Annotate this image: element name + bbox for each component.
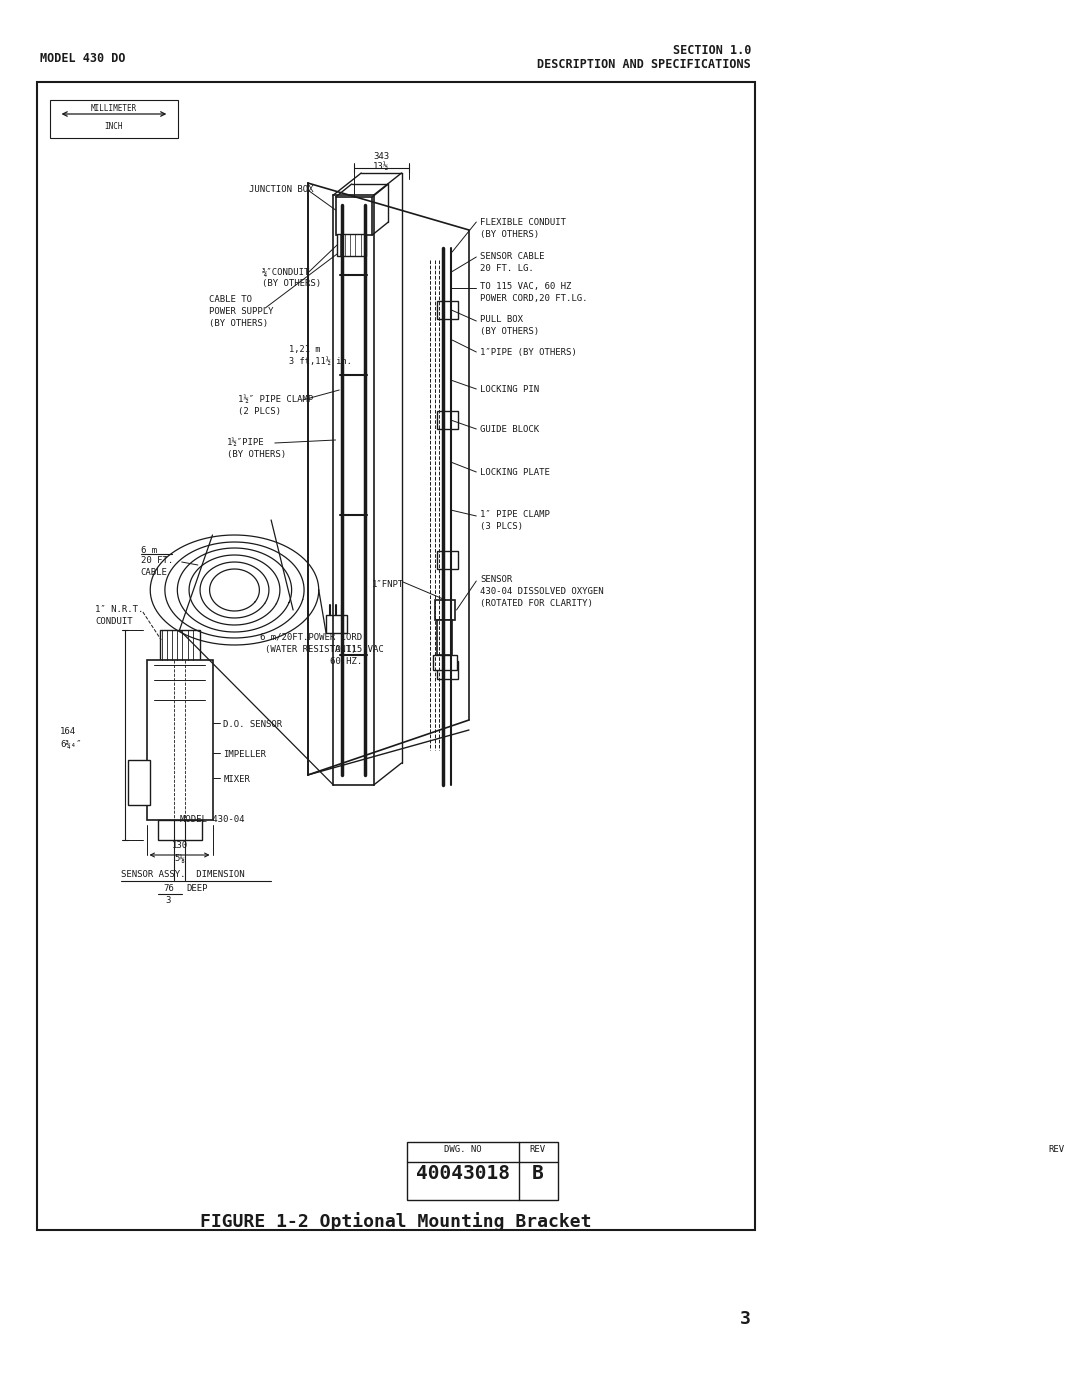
Text: MIXER: MIXER <box>224 775 251 784</box>
Text: 20 FT.: 20 FT. <box>140 556 173 564</box>
Text: 3: 3 <box>740 1310 751 1329</box>
Text: 6 m: 6 m <box>140 546 157 555</box>
Text: CONDUIT: CONDUIT <box>95 617 133 626</box>
Text: GUIDE BLOCK: GUIDE BLOCK <box>480 425 539 434</box>
Text: (3 PLCS): (3 PLCS) <box>480 522 523 531</box>
Text: 1″FNPT: 1″FNPT <box>373 580 405 590</box>
Text: FIGURE 1-2 Optional Mounting Bracket: FIGURE 1-2 Optional Mounting Bracket <box>200 1213 592 1231</box>
Text: 343: 343 <box>373 152 389 161</box>
Text: MODEL 430 DO: MODEL 430 DO <box>40 52 125 66</box>
Bar <box>434 599 455 620</box>
Text: TO 115 VAC, 60 HZ: TO 115 VAC, 60 HZ <box>480 282 571 291</box>
Text: INCH: INCH <box>105 122 123 131</box>
Text: LOCKING PIN: LOCKING PIN <box>480 386 539 394</box>
Text: 60 HZ.: 60 HZ. <box>329 657 362 666</box>
Text: (BY OTHERS): (BY OTHERS) <box>480 327 539 337</box>
Text: 13½: 13½ <box>373 162 389 170</box>
Text: MILLIMETER: MILLIMETER <box>91 103 137 113</box>
Text: B: B <box>532 1164 543 1183</box>
Bar <box>337 235 366 256</box>
Text: 5⅛: 5⅛ <box>174 854 185 862</box>
Bar <box>158 820 202 840</box>
Bar <box>160 630 200 659</box>
Text: 1″ PIPE CLAMP: 1″ PIPE CLAMP <box>480 510 550 520</box>
Text: 1″PIPE (BY OTHERS): 1″PIPE (BY OTHERS) <box>480 348 577 358</box>
Text: ¾″CONDUIT: ¾″CONDUIT <box>262 267 311 277</box>
Bar <box>129 760 150 805</box>
Text: 6¾₄″: 6¾₄″ <box>60 739 82 747</box>
Bar <box>407 1141 557 1200</box>
Text: IMPELLER: IMPELLER <box>224 750 267 759</box>
Text: 130: 130 <box>172 841 188 849</box>
Bar <box>50 101 178 138</box>
Text: POWER CORD,20 FT.LG.: POWER CORD,20 FT.LG. <box>480 293 588 303</box>
Text: (BY OTHERS): (BY OTHERS) <box>208 319 268 328</box>
Text: (BY OTHERS): (BY OTHERS) <box>480 231 539 239</box>
Bar <box>437 300 458 319</box>
Text: D.O. SENSOR: D.O. SENSOR <box>224 719 283 729</box>
Text: TO 115 VAC: TO 115 VAC <box>329 645 383 654</box>
Text: 1″ N.R.T.: 1″ N.R.T. <box>95 605 144 615</box>
Text: PULL BOX: PULL BOX <box>480 314 523 324</box>
Text: REV: REV <box>1049 1146 1065 1154</box>
Bar <box>437 550 458 569</box>
Text: REV: REV <box>530 1146 545 1154</box>
Text: (BY OTHERS): (BY OTHERS) <box>262 279 322 288</box>
Bar <box>336 197 373 235</box>
Text: LOCKING PLATE: LOCKING PLATE <box>480 468 550 476</box>
Text: (2 PLCS): (2 PLCS) <box>239 407 281 416</box>
Text: 430-04 DISSOLVED OXYGEN: 430-04 DISSOLVED OXYGEN <box>480 587 604 597</box>
Text: (ROTATED FOR CLARITY): (ROTATED FOR CLARITY) <box>480 599 593 608</box>
Bar <box>437 661 458 679</box>
Text: CABLE: CABLE <box>140 569 167 577</box>
Text: DWG. NO: DWG. NO <box>444 1146 482 1154</box>
Text: (WATER RESISTANT): (WATER RESISTANT) <box>266 645 356 654</box>
Text: 3 ft,11½ in.: 3 ft,11½ in. <box>289 358 352 366</box>
Text: 1½″PIPE: 1½″PIPE <box>227 439 265 447</box>
Bar <box>326 615 347 633</box>
Text: DEEP: DEEP <box>187 884 208 893</box>
Bar <box>437 620 453 655</box>
Text: SENSOR: SENSOR <box>480 576 512 584</box>
Text: DESCRIPTION AND SPECIFICATIONS: DESCRIPTION AND SPECIFICATIONS <box>538 59 751 71</box>
Text: FLEXIBLE CONDUIT: FLEXIBLE CONDUIT <box>480 218 566 226</box>
Bar <box>37 82 755 1229</box>
Text: MODEL 430-04: MODEL 430-04 <box>179 814 244 824</box>
Text: 40043018: 40043018 <box>416 1164 510 1183</box>
Text: 1,21 m: 1,21 m <box>289 345 321 353</box>
Text: SENSOR ASSY.  DIMENSION: SENSOR ASSY. DIMENSION <box>121 870 244 879</box>
Bar <box>147 659 213 820</box>
Text: CABLE TO: CABLE TO <box>208 295 252 305</box>
Text: 164: 164 <box>60 726 77 736</box>
Text: 1½″ PIPE CLAMP: 1½″ PIPE CLAMP <box>239 395 313 404</box>
Bar <box>433 655 457 671</box>
Text: 20 FT. LG.: 20 FT. LG. <box>480 264 534 272</box>
Text: JUNCTION BOX: JUNCTION BOX <box>249 184 313 194</box>
Text: SENSOR CABLE: SENSOR CABLE <box>480 251 544 261</box>
Text: 3: 3 <box>166 895 172 905</box>
Text: SECTION 1.0: SECTION 1.0 <box>673 43 751 57</box>
Text: POWER SUPPLY: POWER SUPPLY <box>208 307 273 316</box>
Text: 6 m/20FT.POWER CORD: 6 m/20FT.POWER CORD <box>260 633 362 643</box>
Bar <box>437 411 458 429</box>
Text: 76: 76 <box>163 884 174 893</box>
Text: (BY OTHERS): (BY OTHERS) <box>227 450 286 460</box>
